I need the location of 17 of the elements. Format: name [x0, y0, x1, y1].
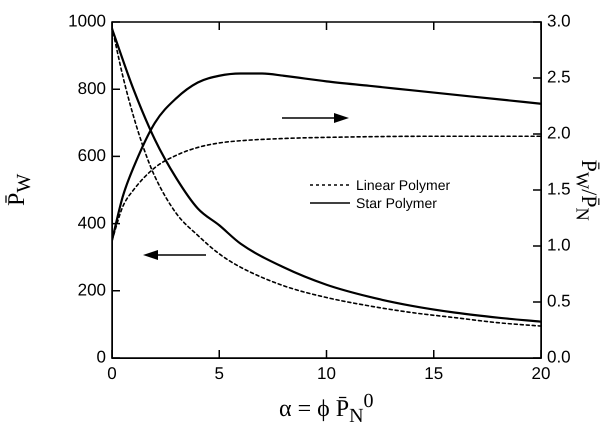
- y-tick-label: 400: [78, 213, 106, 232]
- legend-label: Star Polymer: [356, 194, 437, 212]
- y2-tick-label: 0.5: [547, 292, 571, 311]
- y2-tick-label: 1.0: [547, 236, 571, 255]
- y-tick-label: 0: [96, 348, 106, 367]
- y-tick-label: 200: [78, 280, 106, 300]
- y-tick-label: 1000: [68, 12, 106, 31]
- y-tick-label: 800: [78, 78, 106, 98]
- y2-tick-label: 1.5: [547, 180, 571, 199]
- x-tick-label: 5: [214, 364, 224, 383]
- y-tick-label: 600: [78, 146, 106, 166]
- y2-tick-label: 2.5: [547, 68, 571, 87]
- x-tick-label: 15: [424, 364, 444, 383]
- y2-tick-label: 3.0: [547, 12, 571, 31]
- x-tick-label: 10: [317, 364, 336, 383]
- legend-label: Linear Polymer: [356, 176, 450, 194]
- y2-tick-label: 2.0: [547, 124, 571, 143]
